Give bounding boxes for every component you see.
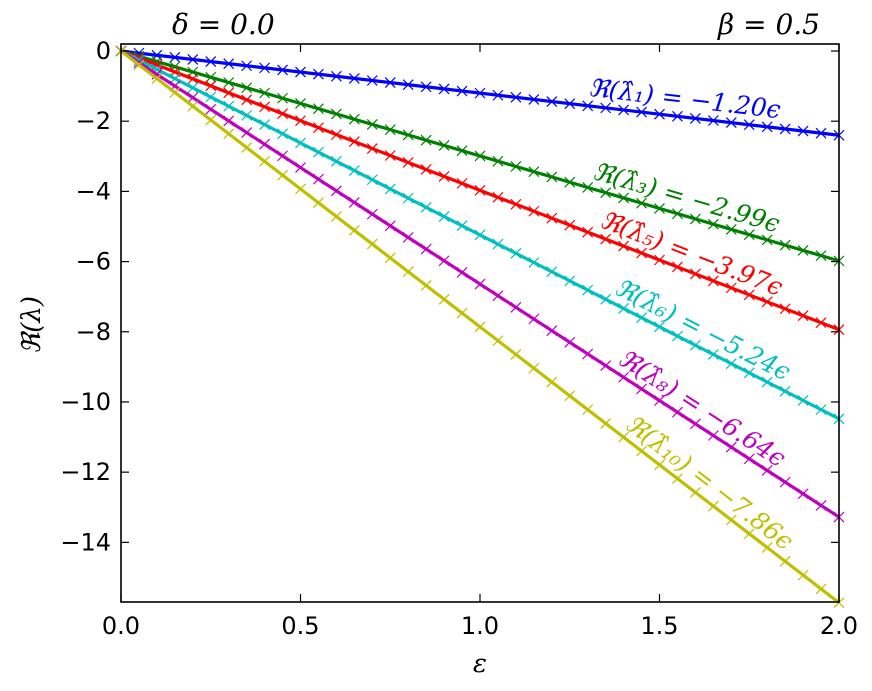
x-axis-label: ε (473, 649, 487, 679)
tick-layer: 0.0 0.5 1.0 1.5 2.0 0 −2 −4 −6 −8 −10 −12 −14 (60, 37, 858, 640)
y-tick-label: −14 (60, 528, 111, 556)
series-5 (115, 45, 845, 523)
series-1-line (120, 49, 840, 137)
series-3-line (120, 49, 840, 332)
series-6 (115, 45, 845, 609)
y-tick-label: −2 (76, 107, 111, 135)
beta-label: β = 0.5 (717, 8, 820, 41)
series-2 (115, 45, 845, 267)
y-tick-label: 0 (96, 37, 111, 65)
series-1 (115, 45, 845, 141)
series-6-line (120, 49, 840, 604)
y-tick-label: −12 (60, 458, 111, 486)
y-tick-label: −4 (76, 177, 111, 205)
y-tick-label: −6 (76, 248, 111, 276)
series-3 (115, 45, 845, 336)
x-tick-label: 1.0 (461, 612, 499, 640)
y-tick-label: −8 (76, 318, 111, 346)
y-axis-label: ℜ(λ) (17, 296, 47, 354)
x-tick-label: 0.5 (281, 612, 319, 640)
series-5-line (120, 49, 840, 519)
y-tick-label: −10 (60, 388, 111, 416)
delta-label: δ = 0.0 (172, 8, 275, 41)
series-2-line (120, 49, 840, 263)
x-tick-label: 2.0 (820, 612, 858, 640)
x-tick-label: 0.0 (102, 612, 140, 640)
x-tick-label: 1.5 (640, 612, 678, 640)
series-layer (115, 45, 845, 609)
series-4-line (120, 49, 840, 421)
